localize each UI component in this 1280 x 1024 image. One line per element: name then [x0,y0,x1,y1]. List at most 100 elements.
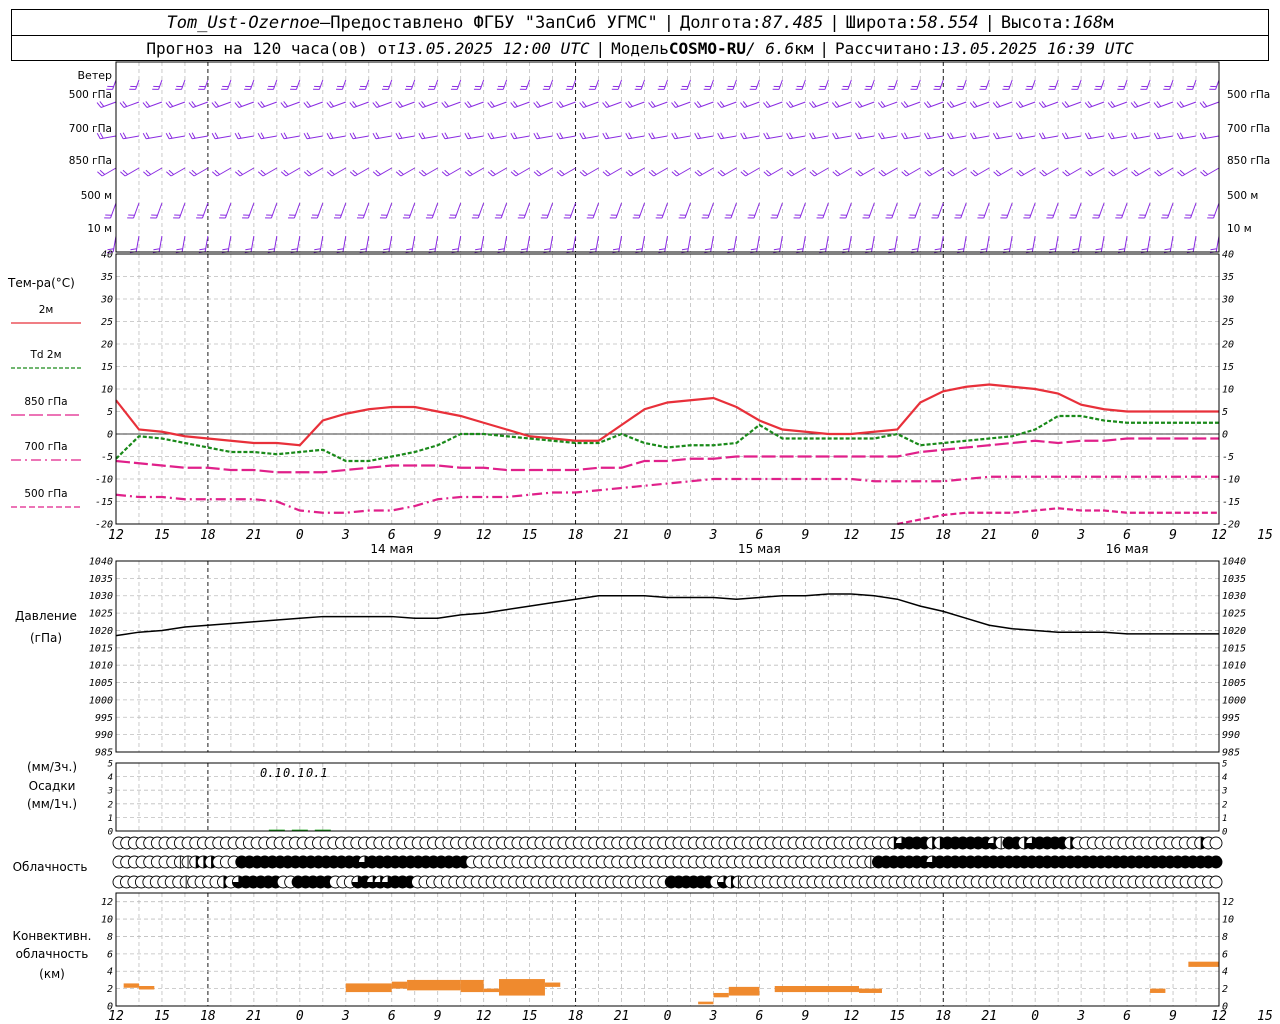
wind-barb-feather [444,132,449,139]
wind-barb [868,202,875,219]
wind-barb [377,167,392,177]
time-tick-label: 0 [664,528,672,543]
pressure-panel-label: Давление [15,609,77,623]
wind-barb [687,235,691,252]
temperature-series-line [115,383,1219,447]
wind-barb [1169,79,1174,90]
wind-barb-feather [763,102,768,108]
model-resolution-unit: км [794,38,814,58]
wind-barb-feather [970,171,976,177]
wind-barb [445,101,461,108]
wind-level-label-right: 700 гПа [1227,123,1270,135]
wind-barb-feather [559,101,564,107]
wind-barb-feather [1199,102,1205,108]
wind-barb [331,167,347,177]
wind-barb [653,167,668,177]
wind-level-label-right: 500 гПа [1227,89,1270,101]
y-tick-label-right: 5 [1222,760,1227,770]
wind-barb-feather [673,101,679,107]
legend-label: 500 гПа [24,488,67,500]
panel-frame-conv [115,892,1220,1007]
wind-barb [822,202,829,219]
wind-barb [284,101,301,108]
model-name: COSMO-RU [668,38,746,58]
wind-barb-feather [763,171,769,177]
wind-barb-feather [257,102,263,108]
wind-barb-feather [280,132,285,140]
wind-barb-feather [487,132,492,140]
wind-barb-feather [441,102,447,108]
y-tick-label-right: 40 [1222,250,1234,261]
wind-barb-feather [980,248,988,251]
precip-bar [268,829,285,831]
y-tick-label-right: 990 [1222,730,1240,741]
time-tick-label: 12 [844,528,860,543]
wind-barb-feather [1064,169,1071,175]
y-tick-label-left: 1 [108,814,113,824]
wind-barb-feather [498,248,505,251]
wind-barb-feather [487,171,494,177]
wind-barb [319,235,324,252]
wind-barb-feather [1095,248,1102,251]
time-tick-label: 18 [935,1009,951,1024]
wind-barb-feather [1038,102,1044,108]
convective-cloud-bar [774,986,859,993]
precip-panel-label: Осадки [29,779,76,793]
wind-barb-feather [1202,169,1209,175]
y-tick-label-right: 0 [1222,828,1227,838]
wind-barb-feather [857,101,863,107]
wind-barb-feather [582,132,587,139]
y-tick-label-left: -5 [101,452,113,463]
wind-barb-feather [444,169,450,175]
wind-barb-feather [651,132,656,139]
wind-barb-feather [1187,248,1194,251]
y-tick-label-right: -15 [1222,497,1240,508]
wind-barb [1021,167,1036,177]
wind-barb [307,101,323,108]
wind-barb-feather [418,132,423,140]
wind-barb [285,167,301,177]
temperature-panel [115,383,1219,526]
wind-barb-feather [372,132,377,140]
precip-value-label: 0.1 [306,766,328,780]
wind-barb [583,101,599,108]
y-tick-label-left: 1040 [89,557,113,568]
wind-barb [1192,79,1197,90]
wind-barb [537,101,553,108]
wind-barb-feather [211,171,218,177]
y-tick-label-left: 1030 [89,591,113,602]
wind-barb [523,202,531,219]
wind-barb-feather [510,102,515,108]
wind-barb-feather [326,102,332,108]
wind-barb [411,235,416,252]
wind-barb-feather [697,132,702,139]
wind-barb-feather [260,132,265,139]
wind-barb [618,235,623,252]
wind-barb-feather [835,169,841,175]
wind-barb-feather [878,132,882,140]
wind-barb [239,167,255,177]
wind-barb-feather [857,169,864,175]
wind-barb-feather [1003,248,1011,251]
latitude-value: 58.554 [917,12,979,33]
wind-barb-feather [1087,132,1092,139]
wind-barb-feather [877,102,883,108]
wind-barb-feather [612,248,620,251]
wind-barb-feather [214,132,219,139]
wind-barb-feather [349,171,356,177]
time-tick-label: 9 [1169,1009,1177,1024]
wind-barb [939,79,944,90]
wind-barb [514,101,530,108]
temperature-series-line [115,475,1219,514]
wind-barb [295,79,301,90]
wind-barb-feather [329,132,334,139]
wind-barb [262,167,278,177]
wind-barb [477,202,485,219]
wind-barb [330,101,346,108]
wind-barb-feather [490,169,496,175]
wind-barb-feather [429,248,436,251]
wind-barb-feather [949,132,954,139]
wind-barb-feather [513,132,518,139]
wind-barb [730,202,737,219]
